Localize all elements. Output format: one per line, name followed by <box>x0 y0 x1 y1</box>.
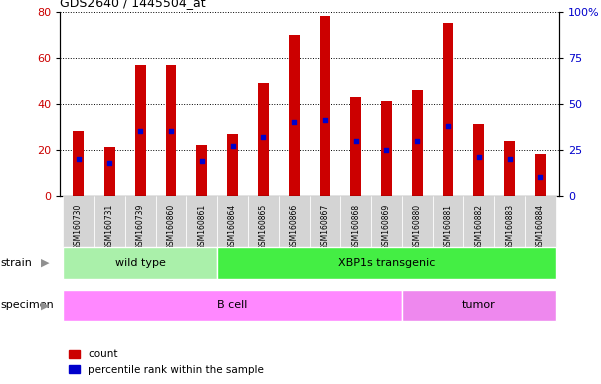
Point <box>258 134 268 140</box>
Text: GSM160869: GSM160869 <box>382 204 391 250</box>
Bar <box>402 290 556 321</box>
Text: strain: strain <box>1 258 32 268</box>
Bar <box>248 196 279 250</box>
Text: GSM160731: GSM160731 <box>105 204 114 250</box>
Point <box>135 128 145 134</box>
Text: GSM160868: GSM160868 <box>351 204 360 250</box>
Bar <box>197 145 207 196</box>
Text: specimen: specimen <box>1 300 54 310</box>
Text: GSM160861: GSM160861 <box>197 204 206 250</box>
Bar <box>186 196 217 250</box>
Point <box>382 147 391 153</box>
Text: GDS2640 / 1445504_at: GDS2640 / 1445504_at <box>60 0 206 9</box>
Bar <box>443 23 454 196</box>
Text: wild type: wild type <box>115 258 166 268</box>
Bar <box>217 196 248 250</box>
Text: ▶: ▶ <box>41 300 49 310</box>
Bar <box>504 141 515 196</box>
Bar <box>525 196 556 250</box>
Bar <box>165 65 176 196</box>
Point <box>166 128 175 134</box>
Legend: count, percentile rank within the sample: count, percentile rank within the sample <box>66 345 268 379</box>
Text: ▶: ▶ <box>41 258 49 268</box>
Bar <box>63 290 402 321</box>
Bar <box>412 90 423 196</box>
Bar <box>94 196 125 250</box>
Text: GSM160860: GSM160860 <box>166 204 175 250</box>
Text: GSM160884: GSM160884 <box>536 204 545 250</box>
Bar <box>433 196 463 250</box>
Text: B cell: B cell <box>218 300 248 310</box>
Text: GSM160865: GSM160865 <box>259 204 268 250</box>
Bar <box>371 196 402 250</box>
Point <box>474 154 484 160</box>
Bar <box>463 196 494 250</box>
Point <box>105 160 114 166</box>
Bar <box>340 196 371 250</box>
Text: tumor: tumor <box>462 300 496 310</box>
Point <box>351 137 361 144</box>
Text: GSM160880: GSM160880 <box>413 204 422 250</box>
Text: GSM160881: GSM160881 <box>444 204 453 250</box>
Text: GSM160867: GSM160867 <box>320 204 329 250</box>
Bar <box>63 196 94 250</box>
Bar <box>474 124 484 196</box>
Text: GSM160864: GSM160864 <box>228 204 237 250</box>
Bar <box>217 248 556 279</box>
Bar <box>227 134 238 196</box>
Point <box>505 156 514 162</box>
Point <box>289 119 299 125</box>
Text: XBP1s transgenic: XBP1s transgenic <box>338 258 435 268</box>
Bar <box>402 196 433 250</box>
Point <box>320 117 330 123</box>
Bar <box>350 97 361 196</box>
Text: GSM160882: GSM160882 <box>474 204 483 250</box>
Text: GSM160866: GSM160866 <box>290 204 299 250</box>
Bar <box>494 196 525 250</box>
Text: GSM160883: GSM160883 <box>505 204 514 250</box>
Point <box>412 137 422 144</box>
Bar <box>135 65 145 196</box>
Bar <box>125 196 156 250</box>
Point <box>197 158 207 164</box>
Point <box>444 123 453 129</box>
Bar <box>104 147 115 196</box>
Bar <box>535 154 546 196</box>
Point <box>228 143 237 149</box>
Text: GSM160730: GSM160730 <box>74 204 83 250</box>
Bar <box>381 101 392 196</box>
Bar <box>63 248 217 279</box>
Bar <box>310 196 340 250</box>
Text: GSM160739: GSM160739 <box>136 204 145 250</box>
Point <box>74 156 84 162</box>
Bar <box>258 83 269 196</box>
Bar <box>73 131 84 196</box>
Bar <box>279 196 310 250</box>
Point <box>535 174 545 180</box>
Bar <box>288 35 299 196</box>
Bar <box>156 196 186 250</box>
Bar <box>320 16 331 196</box>
